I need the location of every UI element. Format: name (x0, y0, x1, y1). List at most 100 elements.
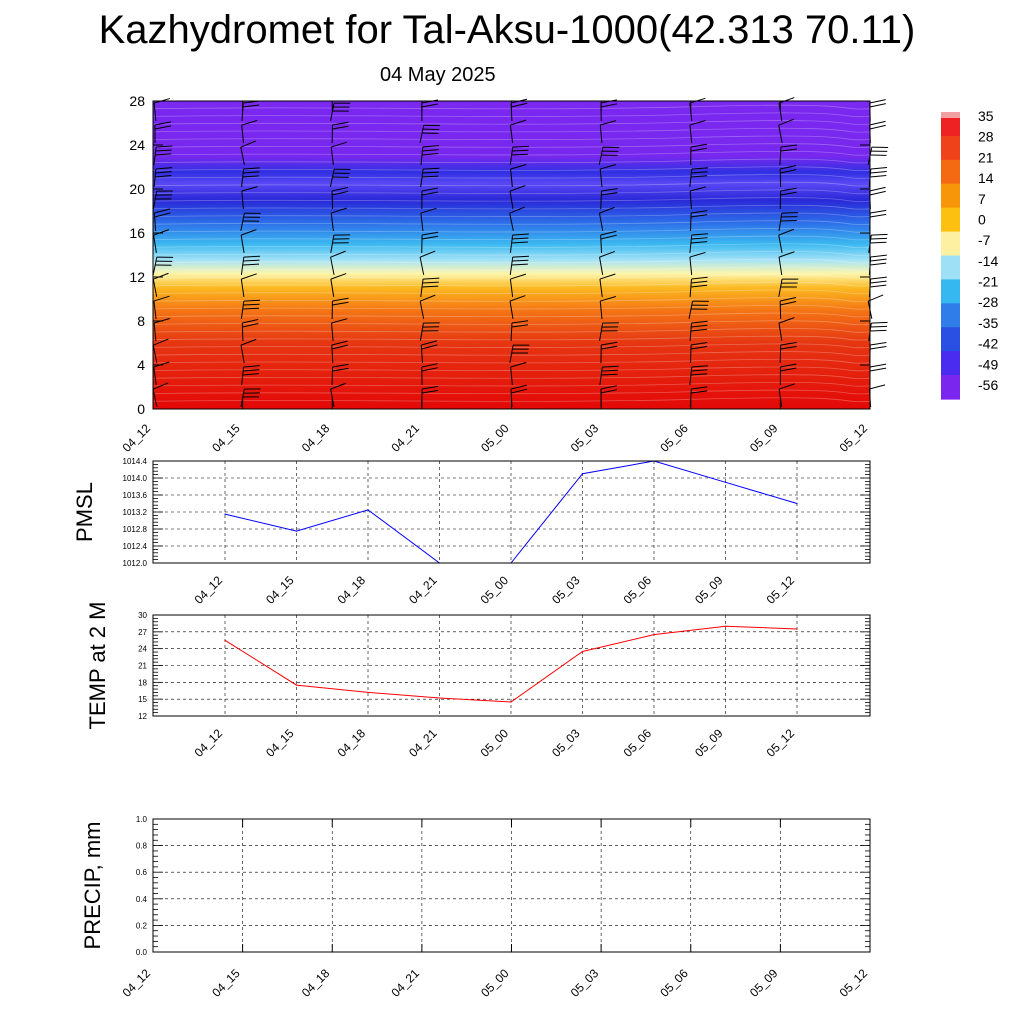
pmsl-panel: 1012.0 1012.4 1012.8 1013.2 1013.6 1014.0 1014… (72, 457, 871, 607)
wind-barb-flag (691, 233, 708, 236)
colorbar-label: 35 (978, 108, 994, 124)
wind-barb-flag (154, 208, 171, 214)
wind-barb-flag (153, 272, 169, 280)
wind-barb-staff (600, 234, 603, 254)
wind-barb-flag (690, 284, 708, 288)
wind-barb-flag (512, 259, 529, 262)
contour-line (152, 389, 871, 395)
wind-barb-staff (330, 279, 335, 297)
wind-barb-flag (242, 307, 260, 310)
wind-barb-flag (690, 143, 708, 148)
wind-barb-flag (690, 373, 708, 376)
wind-barb-staff (420, 279, 424, 297)
wind-barb (240, 273, 257, 297)
contour-line (152, 220, 871, 225)
wind-barb (690, 341, 708, 364)
wind-barb (152, 338, 169, 363)
wind-barb (509, 119, 527, 143)
wind-barb-flag (333, 106, 350, 108)
wind-barb (778, 317, 795, 341)
wind-barb (778, 97, 795, 121)
wind-barb (419, 250, 436, 275)
wind-barb (867, 146, 889, 165)
wind-barb-staff (510, 322, 513, 342)
x-tick-label: 05_00 (478, 966, 512, 1000)
wind-barb (599, 164, 616, 188)
contour-line (152, 120, 871, 125)
wind-barb-flag (331, 340, 348, 346)
wind-barb-staff (153, 367, 157, 385)
wind-barb (599, 250, 615, 275)
contour-line (152, 251, 871, 256)
wind-barb (330, 273, 347, 297)
wind-barb-flag (509, 206, 525, 214)
wind-barb (689, 251, 706, 276)
wind-barb-flag (869, 384, 886, 390)
wind-barb-staff (153, 235, 157, 253)
wind-barb-flag (870, 329, 887, 332)
wind-barb (689, 233, 708, 254)
wind-barb (869, 186, 886, 210)
wind-barb-flag (243, 303, 260, 306)
wind-barb-staff (331, 344, 334, 364)
wind-barb-flag (691, 320, 708, 324)
wind-barb-flag (421, 363, 438, 368)
wind-barb-flag (332, 176, 349, 178)
contour-line (152, 204, 871, 210)
wind-barb-flag (691, 210, 708, 214)
wind-barb-flag (154, 212, 171, 218)
colorbar-label: 28 (978, 129, 994, 145)
chart-title: Kazhydromet for Tal-Aksu-1000(42.313 70.… (98, 8, 916, 52)
x-tick-label: 05_00 (478, 573, 512, 607)
wind-barb-flag (690, 214, 708, 218)
wind-barb-flag (870, 346, 887, 350)
wind-barb (779, 187, 797, 210)
wind-barb-flag (333, 172, 350, 174)
wind-barb-flag (780, 297, 797, 302)
chart-date: 04 May 2025 (380, 64, 496, 86)
contour-line (152, 212, 871, 218)
wind-barb-flag (422, 285, 439, 288)
wind-barb (331, 318, 348, 342)
wind-barb (689, 210, 708, 232)
wind-barb-staff (420, 344, 424, 364)
wind-barb-flag (512, 255, 529, 258)
y-tick-label: 0.8 (136, 842, 148, 851)
wind-barb-staff (152, 257, 158, 275)
wind-barb-flag (781, 216, 798, 218)
colorbar-label: -14 (978, 253, 998, 269)
y-tick-label: 1012.8 (123, 525, 148, 534)
wind-barb-staff (599, 300, 603, 320)
wind-barb-staff (689, 212, 692, 232)
wind-barb (331, 186, 349, 210)
wind-barb-flag (509, 295, 526, 302)
wind-barb-flag (243, 167, 260, 170)
x-tick-label: 05_06 (657, 421, 691, 455)
wind-barb-staff (779, 344, 782, 364)
wind-barb-flag (869, 124, 886, 130)
wind-barb-flag (421, 389, 439, 394)
contour-line (152, 197, 871, 202)
y-tick-label: 18 (138, 678, 147, 687)
wind-barb-staff (240, 257, 245, 275)
wind-barb-flag (422, 385, 439, 390)
contour-line (152, 320, 871, 325)
wind-barb (599, 365, 619, 385)
wind-barb (690, 143, 708, 166)
wind-barb-flag (601, 341, 618, 346)
wind-barb-flag (599, 206, 615, 214)
wind-barb-flag (155, 264, 172, 266)
wind-barb-flag (332, 190, 349, 196)
wind-barb-flag (780, 367, 797, 372)
wind-barb-staff (778, 235, 783, 253)
x-tick-label: 05_09 (747, 966, 781, 1000)
wind-barb (509, 145, 530, 165)
wind-barb (868, 321, 888, 341)
wind-barb (689, 167, 709, 188)
wind-barb-flag (422, 128, 440, 130)
wind-barb-flag (780, 187, 797, 192)
wind-barb-flag (422, 149, 439, 152)
wind-barb-staff (240, 301, 245, 319)
wind-barb-staff (153, 322, 157, 342)
wind-barb-flag (512, 237, 529, 240)
